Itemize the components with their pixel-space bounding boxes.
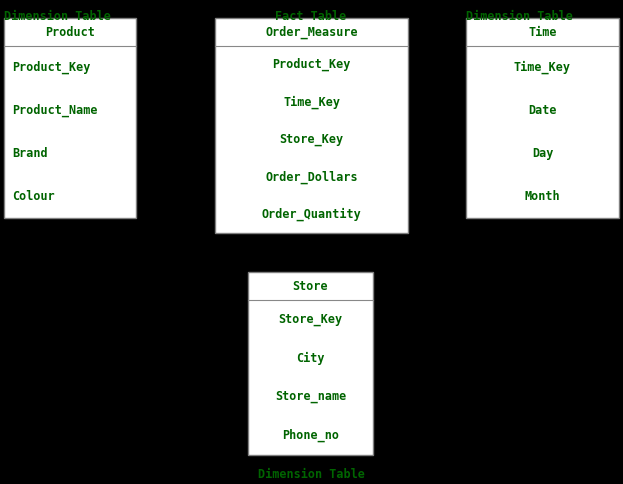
Text: Phone_no: Phone_no [282,429,339,442]
Text: Product_Key: Product_Key [272,58,351,71]
Text: City: City [297,351,325,364]
Text: Colour: Colour [12,190,55,203]
Text: Day: Day [532,147,553,160]
Text: Dimension Table: Dimension Table [466,10,573,23]
Text: Product_Name: Product_Name [12,104,98,117]
Text: Date: Date [528,104,557,117]
Text: Order_Quantity: Order_Quantity [262,208,361,221]
Text: Time_Key: Time_Key [514,61,571,74]
Text: Store_name: Store_name [275,391,346,403]
Bar [248,272,373,455]
Text: Store: Store [293,279,328,292]
Text: Store_Key: Store_Key [278,313,343,326]
Text: Product_Key: Product_Key [12,61,90,74]
Text: Order_Dollars: Order_Dollars [265,170,358,183]
Text: Brand: Brand [12,147,47,160]
Text: Time: Time [528,26,557,39]
Text: Fact Table: Fact Table [275,10,346,23]
Bar [215,18,408,233]
Text: Time_Key: Time_Key [283,95,340,109]
Text: Month: Month [525,190,560,203]
Text: Dimension Table: Dimension Table [4,10,111,23]
Text: Product: Product [45,26,95,39]
Text: Dimension Table: Dimension Table [257,468,364,481]
Text: Order_Measure: Order_Measure [265,25,358,39]
Text: Store_Key: Store_Key [280,133,343,146]
Bar [466,18,619,218]
Bar [4,18,136,218]
